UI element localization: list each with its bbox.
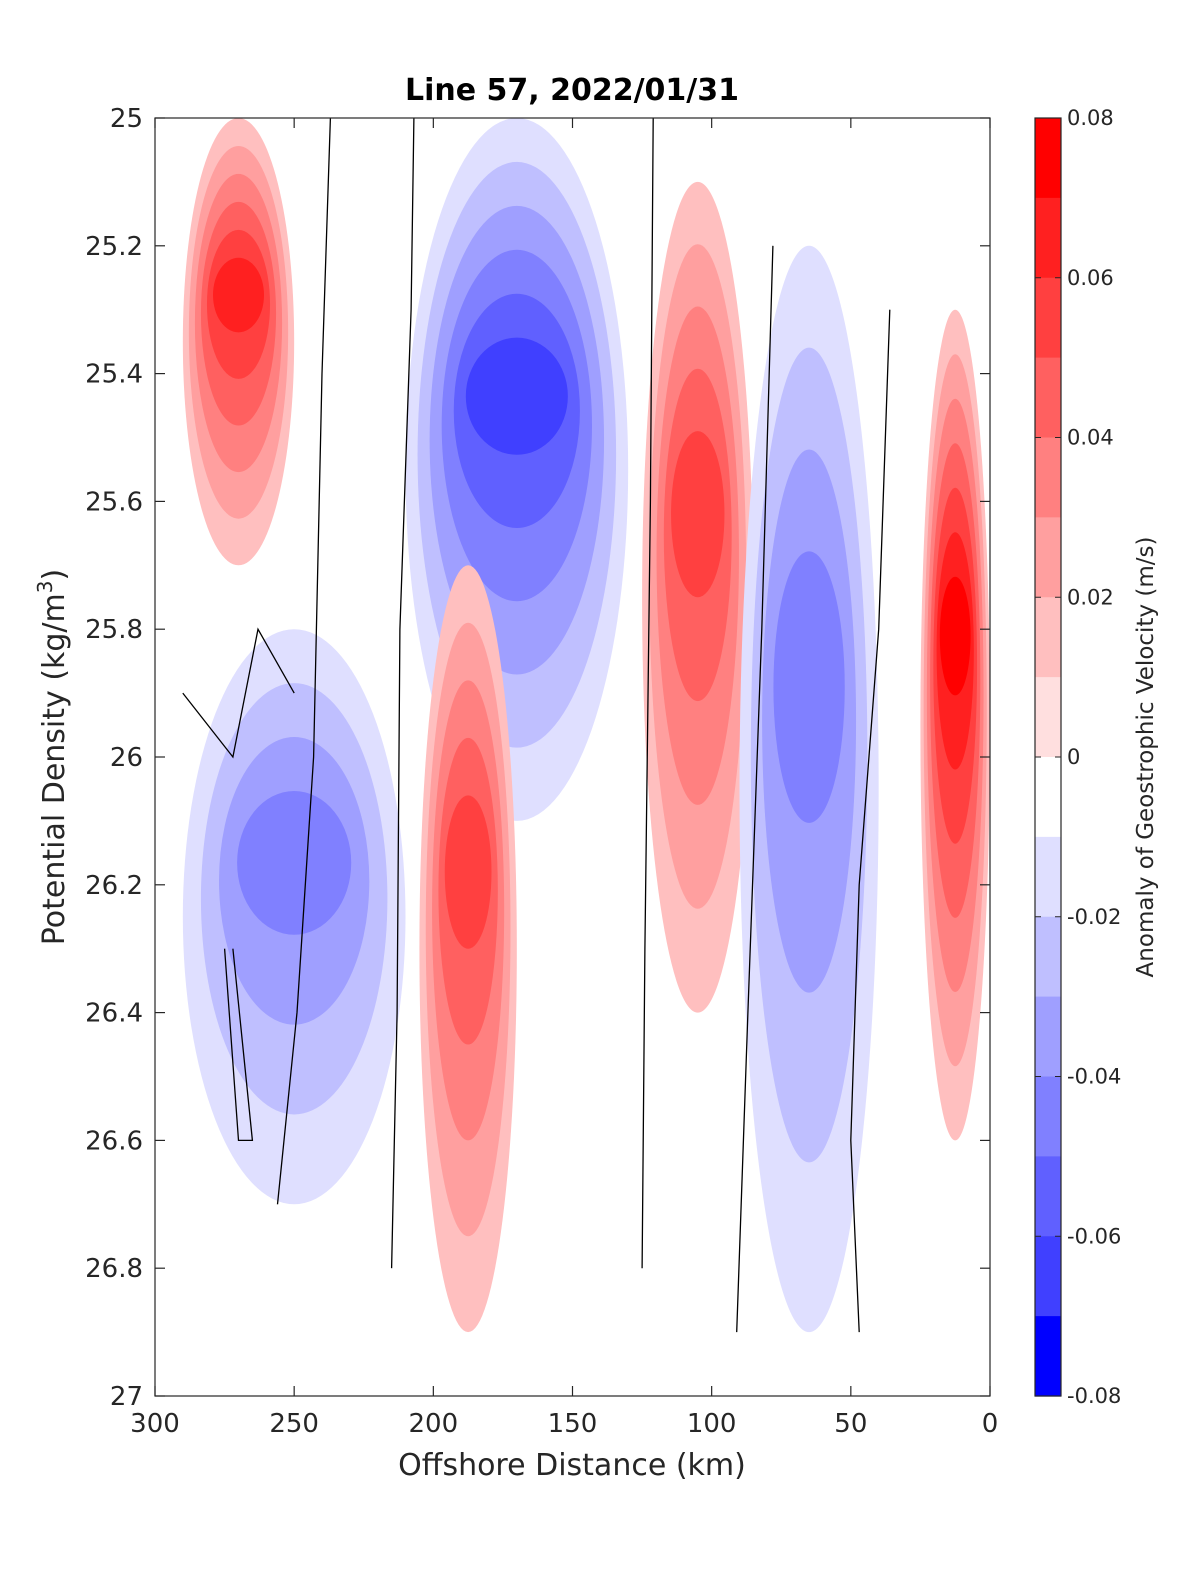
colorbar-segment <box>1035 1156 1061 1237</box>
field-patch <box>671 431 725 598</box>
colorbar-segment <box>1035 1236 1061 1317</box>
y-tick-label: 26.6 <box>85 1126 143 1156</box>
zero-contour-line <box>182 627 295 759</box>
colorbar-ticks: 0.08 0.06 0.04 0.02 0 -0.02 -0.04 -0.06 -0.08 <box>1035 106 1121 1408</box>
colorbar-segment <box>1035 597 1061 678</box>
colorbar-segment <box>1035 277 1061 359</box>
x-tick-label: 100 <box>687 1409 737 1439</box>
zero-contour-line <box>390 118 415 1269</box>
colorbar-segment <box>1035 996 1061 1078</box>
colorbar-segment <box>1035 517 1061 598</box>
x-tick-label: 200 <box>409 1409 459 1439</box>
y-axis-label: Potential Density (kg/m3) <box>33 569 72 945</box>
y-axis-label-superscript: 3 <box>33 580 57 593</box>
field-patch <box>237 790 352 935</box>
colorbar-segment <box>1035 437 1061 518</box>
colorbar-segment <box>1035 836 1061 918</box>
colorbar-tick-label: 0.04 <box>1067 426 1114 450</box>
colorbar-tick-label: -0.04 <box>1067 1065 1121 1089</box>
field-patch <box>212 257 265 333</box>
chart-title: Line 57, 2022/01/31 <box>405 73 739 108</box>
zero-contours <box>182 118 891 1333</box>
y-axis: 25 25.2 25.4 25.6 25.8 26 26.2 26.4 26.6 26.8 27 <box>85 104 990 1412</box>
x-tick-label: 250 <box>269 1409 319 1439</box>
y-tick-label: 27 <box>110 1382 143 1412</box>
field-patch <box>773 551 845 823</box>
y-tick-label: 25.2 <box>85 232 143 262</box>
colorbar-segment <box>1035 357 1061 439</box>
colorbar-tick-label: 0.06 <box>1067 266 1114 290</box>
colorbar-segment <box>1035 677 1061 758</box>
x-axis-label: Offshore Distance (km) <box>398 1448 746 1483</box>
y-tick-label: 26 <box>110 743 143 773</box>
colorbar-segment <box>1035 1076 1061 1157</box>
y-tick-label: 25 <box>110 104 143 134</box>
colorbar-segment <box>1035 916 1061 998</box>
zero-contour-line <box>736 245 774 1333</box>
zero-contour-line <box>223 948 254 1142</box>
colorbar-tick-label: -0.08 <box>1067 1384 1121 1408</box>
x-tick-label: 50 <box>834 1409 867 1439</box>
colorbar-segment <box>1035 757 1061 838</box>
colorbar <box>1035 118 1061 1397</box>
colorbar-segment <box>1035 118 1061 199</box>
x-tick-label: 150 <box>548 1409 598 1439</box>
colorbar-label: Anomaly of Geostrophic Velocity (m/s) <box>1133 537 1159 978</box>
y-tick-label: 26.8 <box>85 1254 143 1284</box>
x-tick-label: 0 <box>982 1409 999 1439</box>
x-tick-label: 300 <box>130 1409 180 1439</box>
colorbar-tick-label: -0.02 <box>1067 905 1121 929</box>
x-axis: 300 250 200 150 100 50 0 <box>130 118 998 1439</box>
colorbar-segment <box>1035 197 1061 279</box>
y-tick-label: 26.2 <box>85 871 143 901</box>
zero-contour-line <box>276 118 332 1205</box>
y-tick-label: 25.8 <box>85 615 143 645</box>
colorbar-tick-label: 0 <box>1067 745 1080 769</box>
colorbar-segment <box>1035 1316 1061 1397</box>
colorbar-tick-label: 0.02 <box>1067 585 1114 609</box>
y-axis-label-main: Potential Density (kg/m <box>37 593 72 945</box>
field-patch <box>939 576 971 696</box>
colorbar-tick-label: 0.08 <box>1067 106 1114 130</box>
zero-contour-line <box>850 309 891 1333</box>
y-tick-label: 25.6 <box>85 487 143 517</box>
velocity-field <box>182 118 990 1333</box>
y-axis-label-suffix: ) <box>37 569 72 581</box>
field-patch <box>465 337 568 455</box>
zero-contour-line <box>641 118 654 1269</box>
y-tick-label: 25.4 <box>85 360 143 390</box>
y-tick-label: 26.4 <box>85 999 143 1029</box>
colorbar-tick-label: -0.06 <box>1067 1224 1121 1248</box>
field-patch <box>444 795 492 949</box>
